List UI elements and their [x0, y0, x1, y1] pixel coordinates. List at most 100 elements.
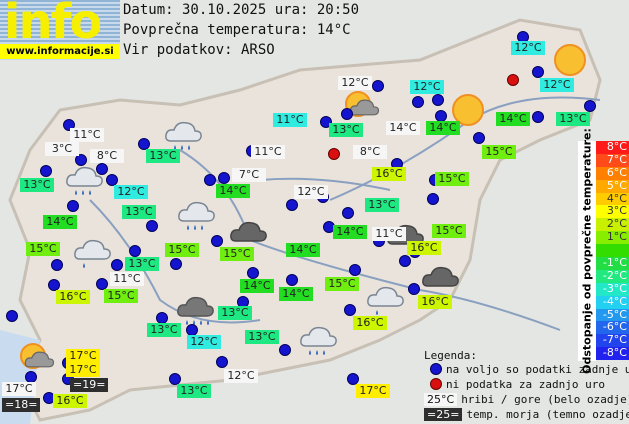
station-temp-label[interactable]: =19= [70, 378, 109, 392]
station-dot[interactable] [138, 138, 150, 150]
station-dot[interactable] [532, 66, 544, 78]
station-dot[interactable] [286, 199, 298, 211]
station-temp-label[interactable]: 13°C [177, 384, 211, 398]
station-temp-label[interactable]: 8°C [90, 149, 124, 163]
station-dot[interactable] [169, 373, 181, 385]
station-dot[interactable] [342, 207, 354, 219]
station-temp-label[interactable]: 12°C [224, 369, 258, 383]
station-temp-label[interactable]: 14°C [333, 225, 367, 239]
station-temp-label[interactable]: 16°C [56, 290, 90, 304]
station-temp-label[interactable]: 12°C [114, 185, 148, 199]
station-dot[interactable] [216, 356, 228, 368]
station-temp-label[interactable]: 11°C [251, 145, 285, 159]
station-temp-label[interactable]: 14°C [496, 112, 530, 126]
station-dot[interactable] [279, 344, 291, 356]
station-temp-label[interactable]: 12°C [410, 80, 444, 94]
station-dot[interactable] [67, 200, 79, 212]
station-temp-label[interactable]: 13°C [20, 178, 54, 192]
station-temp-label[interactable]: 14°C [43, 215, 77, 229]
station-temp-label[interactable]: 17°C [356, 384, 390, 398]
station-no-data-dot[interactable] [328, 148, 340, 160]
station-temp-label[interactable]: 11°C [110, 272, 144, 286]
station-dot[interactable] [218, 172, 230, 184]
station-temp-label[interactable]: 16°C [407, 241, 441, 255]
station-temp-label[interactable]: 15°C [325, 277, 359, 291]
station-temp-label[interactable]: 13°C [146, 149, 180, 163]
station-dot[interactable] [473, 132, 485, 144]
station-no-data-dot[interactable] [507, 74, 519, 86]
station-temp-label[interactable]: 12°C [338, 76, 372, 90]
station-dot[interactable] [211, 235, 223, 247]
logo-url[interactable]: www.informacije.si [0, 44, 120, 59]
station-temp-label[interactable]: 13°C [122, 205, 156, 219]
station-dot[interactable] [584, 100, 596, 112]
station-temp-label[interactable]: 11°C [70, 128, 104, 142]
station-temp-label[interactable]: 13°C [125, 257, 159, 271]
station-dot[interactable] [532, 111, 544, 123]
station-dot[interactable] [75, 154, 87, 166]
station-dot[interactable] [341, 108, 353, 120]
station-temp-label[interactable]: 12°C [294, 185, 328, 199]
station-dot[interactable] [412, 96, 424, 108]
station-temp-label[interactable]: 11°C [273, 113, 307, 127]
station-temp-label[interactable]: 16°C [53, 394, 87, 408]
station-dot[interactable] [146, 220, 158, 232]
station-dot[interactable] [6, 310, 18, 322]
station-temp-label[interactable]: 8°C [353, 145, 387, 159]
station-dot[interactable] [129, 245, 141, 257]
station-temp-label[interactable]: 12°C [540, 78, 574, 92]
station-dot[interactable] [170, 258, 182, 270]
station-temp-label[interactable]: 15°C [220, 247, 254, 261]
station-temp-label[interactable]: 13°C [245, 330, 279, 344]
station-temp-label[interactable]: 16°C [418, 295, 452, 309]
station-temp-label[interactable]: 17°C [66, 363, 100, 377]
station-dot[interactable] [111, 259, 123, 271]
station-temp-label[interactable]: =18= [2, 398, 41, 412]
station-dot[interactable] [344, 304, 356, 316]
station-temp-label[interactable]: 15°C [104, 289, 138, 303]
station-temp-label[interactable]: 7°C [232, 168, 266, 182]
station-dot[interactable] [372, 80, 384, 92]
station-dot[interactable] [408, 283, 420, 295]
logo[interactable]: info www.informacije.si [0, 0, 120, 60]
station-dot[interactable] [347, 373, 359, 385]
station-dot[interactable] [349, 264, 361, 276]
station-dot[interactable] [51, 259, 63, 271]
station-temp-label[interactable]: 12°C [187, 335, 221, 349]
station-temp-label[interactable]: 15°C [165, 243, 199, 257]
station-dot[interactable] [204, 174, 216, 186]
station-temp-label[interactable]: 13°C [147, 323, 181, 337]
station-temp-label[interactable]: 14°C [426, 121, 460, 135]
station-temp-label[interactable]: 17°C [2, 382, 36, 396]
station-temp-label[interactable]: 17°C [66, 349, 100, 363]
station-dot[interactable] [427, 193, 439, 205]
station-dot[interactable] [399, 255, 411, 267]
station-dot[interactable] [286, 274, 298, 286]
station-dot[interactable] [40, 165, 52, 177]
station-temp-label[interactable]: 15°C [435, 172, 469, 186]
station-temp-label[interactable]: 15°C [482, 145, 516, 159]
station-temp-label[interactable]: 11°C [372, 227, 406, 241]
station-temp-label[interactable]: 13°C [365, 198, 399, 212]
station-dot[interactable] [48, 279, 60, 291]
station-temp-label[interactable]: 15°C [432, 224, 466, 238]
station-temp-label[interactable]: 12°C [511, 41, 545, 55]
station-dot[interactable] [432, 94, 444, 106]
station-dot[interactable] [247, 267, 259, 279]
station-temp-label[interactable]: 15°C [26, 242, 60, 256]
station-dot[interactable] [96, 278, 108, 290]
station-temp-label[interactable]: 3°C [45, 142, 79, 156]
station-temp-label[interactable]: 16°C [372, 167, 406, 181]
station-dot[interactable] [96, 163, 108, 175]
cloud-rain-icon [64, 160, 106, 200]
station-dot[interactable] [106, 174, 118, 186]
station-temp-label[interactable]: 13°C [329, 123, 363, 137]
station-temp-label[interactable]: 13°C [218, 306, 252, 320]
station-temp-label[interactable]: 16°C [353, 316, 387, 330]
station-temp-label[interactable]: 14°C [286, 243, 320, 257]
station-temp-label[interactable]: 13°C [556, 112, 590, 126]
station-temp-label[interactable]: 14°C [240, 279, 274, 293]
station-temp-label[interactable]: 14°C [279, 287, 313, 301]
station-temp-label[interactable]: 14°C [386, 121, 420, 135]
station-temp-label[interactable]: 14°C [216, 184, 250, 198]
